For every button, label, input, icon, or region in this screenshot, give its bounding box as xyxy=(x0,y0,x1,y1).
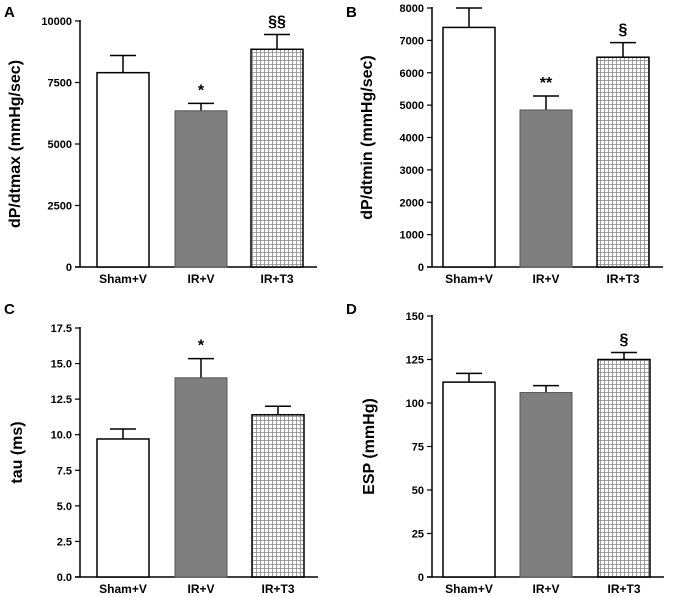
bar-ir-t3 xyxy=(250,48,304,268)
x-category-label: IR+T3 xyxy=(606,272,639,286)
y-tick-label: 10.0 xyxy=(51,430,72,442)
x-category-label: IR+V xyxy=(532,272,559,286)
x-category-label: Sham+V xyxy=(99,272,147,286)
y-tick-label: 12.5 xyxy=(51,394,72,406)
y-tick-label: 2500 xyxy=(48,201,72,213)
y-tick-label: 75 xyxy=(412,442,424,454)
y-tick-label: 1000 xyxy=(400,230,424,242)
y-tick-label: 7.5 xyxy=(57,465,72,477)
y-tick-label: 10000 xyxy=(41,16,72,28)
panel-letter: A xyxy=(4,4,15,21)
bar-ir-v xyxy=(519,392,573,578)
y-tick-label: 25 xyxy=(412,529,424,541)
bar-sham-v xyxy=(96,438,150,578)
y-tick-label: 0 xyxy=(66,262,72,274)
panel-letter: D xyxy=(346,301,357,318)
y-tick-label: 125 xyxy=(406,355,424,367)
y-axis-label: dP/dtmin (mmHg/sec) xyxy=(359,55,376,219)
x-category-label: IR+V xyxy=(187,582,214,596)
y-tick-label: 3000 xyxy=(400,165,424,177)
x-category-label: Sham+V xyxy=(99,582,147,596)
x-category-label: Sham+V xyxy=(445,272,493,286)
y-tick-label: 5.0 xyxy=(57,501,72,513)
bar-ir-v xyxy=(174,377,228,578)
y-tick-label: 50 xyxy=(412,485,424,497)
panel-b: BdP/dtmin (mmHg/sec) 0 1000 2000 3000 4000 500… xyxy=(346,3,663,286)
bar-sham-v xyxy=(442,26,496,268)
y-tick-label: 4000 xyxy=(400,133,424,145)
y-axis-label: dP/dtmax (mmHg/sec) xyxy=(7,60,24,228)
y-tick-label: 15.0 xyxy=(51,359,72,371)
y-tick-label: 2.5 xyxy=(57,536,72,548)
bar-ir-t3 xyxy=(251,414,305,578)
panel-d: D ESP (mmHg) 0 25 50 75 100 125 150 Sham+V IR+V § IR… xyxy=(346,301,664,596)
y-axis-label: ESP (mmHg) xyxy=(361,398,378,495)
x-category-label: IR+T3 xyxy=(261,582,294,596)
x-category-label: Sham+V xyxy=(445,582,493,596)
y-tick-label: 7000 xyxy=(400,35,424,47)
y-tick-label: 5000 xyxy=(400,100,424,112)
y-tick-label: 0.0 xyxy=(57,572,72,584)
y-tick-label: 6000 xyxy=(400,68,424,80)
significance-marker: §§ xyxy=(268,14,286,31)
significance-marker: * xyxy=(198,82,205,99)
y-tick-label: 7500 xyxy=(48,78,72,90)
y-tick-label: 0 xyxy=(418,262,424,274)
bar-ir-t3 xyxy=(596,56,650,268)
panel-letter: B xyxy=(346,4,357,21)
y-tick-label: 8000 xyxy=(400,3,424,15)
significance-marker: ** xyxy=(540,75,553,92)
significance-marker: § xyxy=(619,22,628,39)
y-tick-label: 100 xyxy=(406,398,424,410)
bar-sham-v xyxy=(442,381,496,578)
x-category-label: IR+V xyxy=(532,582,559,596)
y-tick-label: 2000 xyxy=(400,197,424,209)
y-tick-label: 17.5 xyxy=(51,323,72,335)
y-tick-label: 150 xyxy=(406,311,424,323)
bar-ir-v xyxy=(174,110,228,268)
bar-sham-v xyxy=(96,71,150,268)
y-tick-label: 0 xyxy=(418,572,424,584)
panel-a: AdP/dtmax (mmHg/sec) 0 2500 5000 7500 10000 Sh… xyxy=(4,4,317,286)
x-category-label: IR+T3 xyxy=(607,582,640,596)
y-tick-label: 5000 xyxy=(48,139,72,151)
significance-marker: § xyxy=(620,332,629,349)
bar-ir-v xyxy=(519,109,573,268)
panel-letter: C xyxy=(4,301,15,318)
x-category-label: IR+T3 xyxy=(260,272,293,286)
significance-marker: * xyxy=(198,338,205,355)
y-axis-label: tau (ms) xyxy=(9,421,26,483)
bar-ir-t3 xyxy=(597,358,651,578)
x-category-label: IR+V xyxy=(187,272,214,286)
